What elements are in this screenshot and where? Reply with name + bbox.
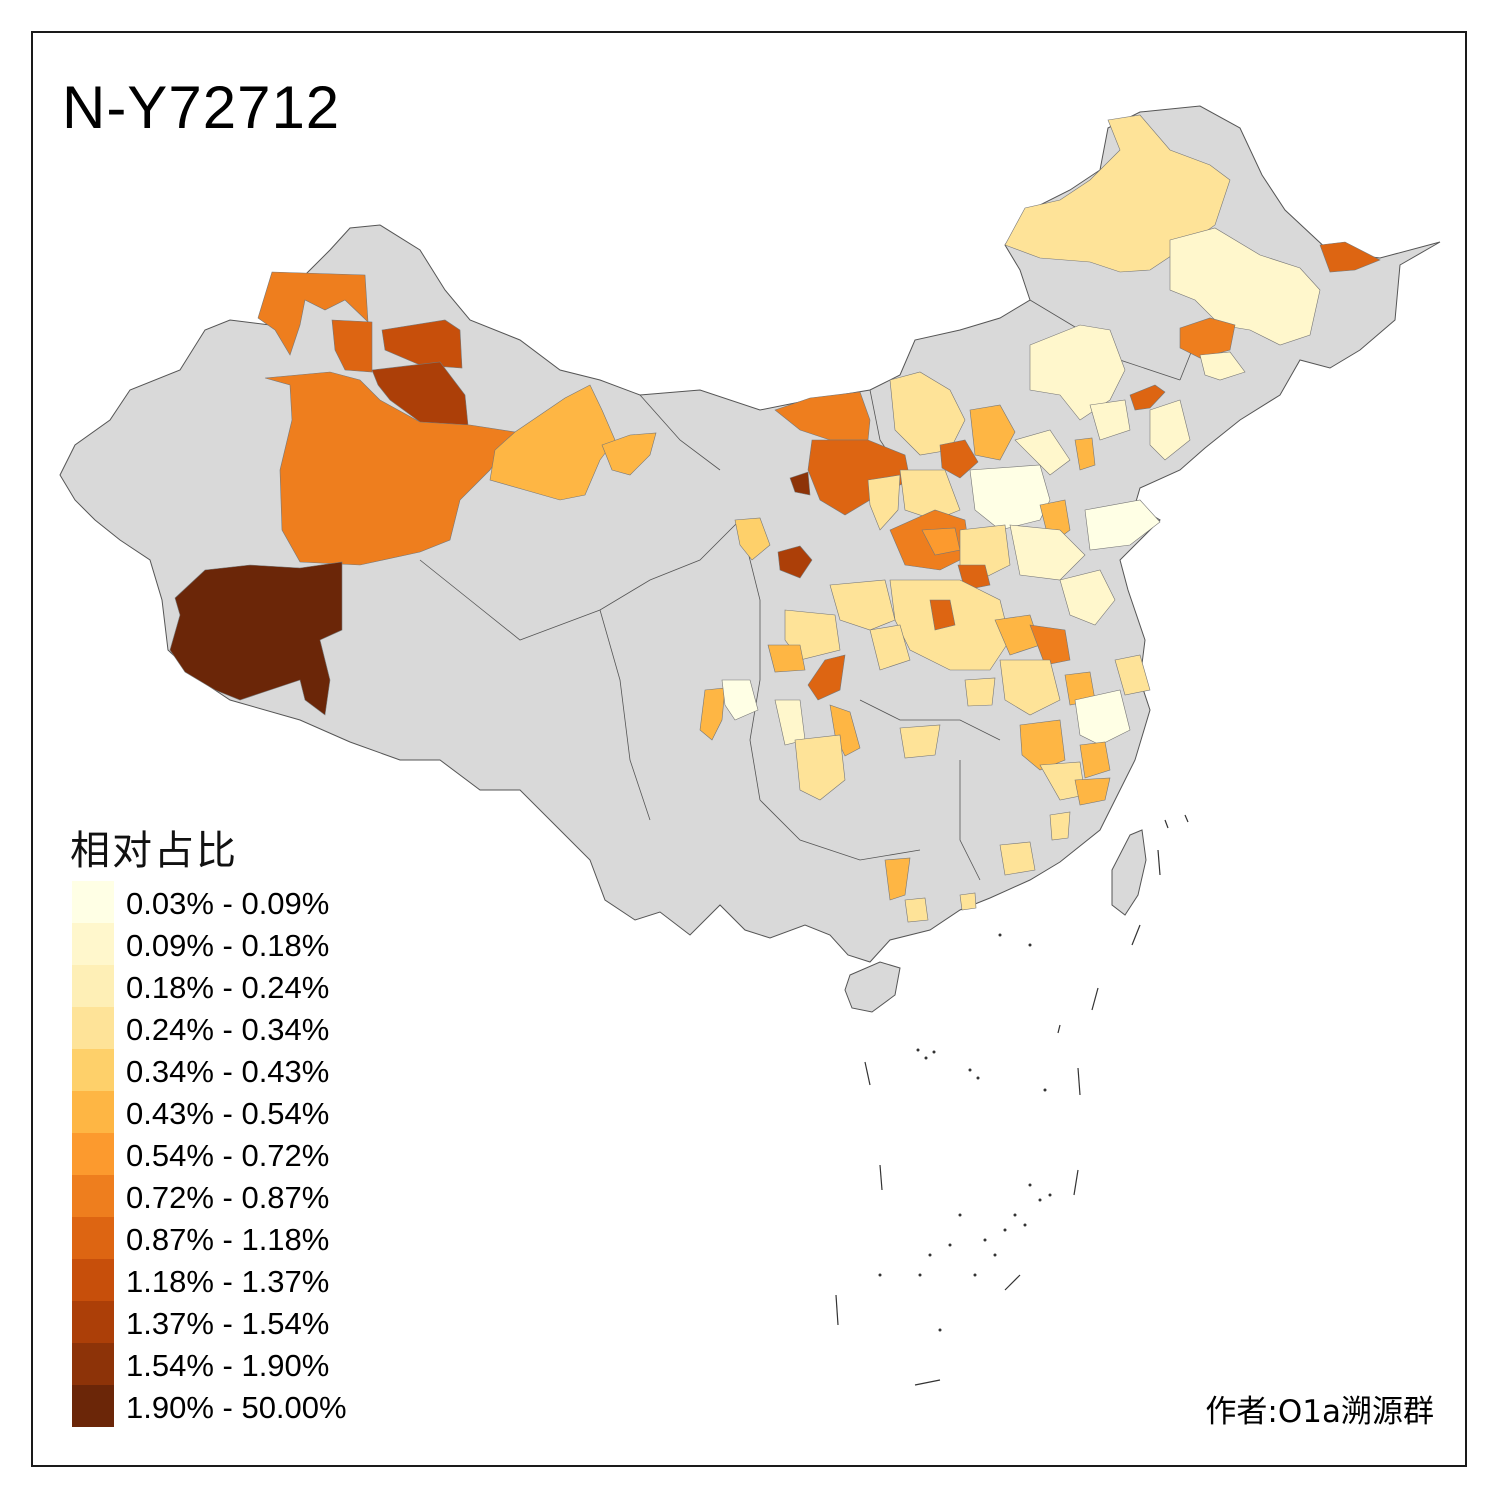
region [331,319,373,373]
region [734,517,771,561]
legend-label: 0.34% - 0.43% [126,1054,330,1089]
colored-regions [169,114,1381,923]
region [1059,569,1116,626]
region [1004,114,1231,273]
region [774,391,871,441]
legend-label: 0.09% - 0.18% [126,928,330,963]
region [1114,654,1151,696]
hainan-island [844,961,901,1013]
region [829,579,896,631]
region [964,677,996,707]
region [777,545,813,579]
region [1049,811,1071,841]
legend-swatch [72,1049,114,1091]
region [929,599,956,631]
legend-swatch [72,1301,114,1343]
region [869,624,911,671]
legend-title: 相对占比 [70,828,238,874]
region [264,371,516,566]
legend-swatch [72,1217,114,1259]
region [1074,777,1111,806]
region [1089,399,1131,441]
taiwan-island [1111,829,1147,916]
map-frame [31,31,1467,1467]
legend-label: 0.87% - 1.18% [126,1222,330,1257]
region [1179,317,1236,359]
region [807,654,846,701]
region [999,841,1036,876]
region [884,857,911,901]
island-dots [878,933,1052,1332]
region [889,371,966,456]
region [1029,324,1126,421]
legend-swatch [72,881,114,923]
legend-swatch [72,1007,114,1049]
region [969,404,1016,461]
region [1009,524,1086,581]
region [789,471,811,496]
region [939,439,979,479]
legend-label: 0.18% - 0.24% [126,970,330,1005]
region [999,659,1061,716]
legend-label: 0.03% - 0.09% [126,886,330,921]
region [794,734,846,801]
legend-label: 0.54% - 0.72% [126,1138,330,1173]
region [1074,689,1131,746]
legend-swatch [72,965,114,1007]
region [1084,499,1161,551]
region [1319,241,1381,273]
legend-label: 1.54% - 1.90% [126,1348,330,1383]
region [169,561,343,716]
map-title: N-Y72712 [62,74,341,141]
legend-label: 0.43% - 0.54% [126,1096,330,1131]
region [767,644,806,673]
legend-swatch [72,1133,114,1175]
region [699,687,726,741]
region [1014,429,1071,476]
region [829,704,861,757]
region [721,679,759,721]
region [1029,624,1071,666]
region [959,892,977,911]
region [1129,384,1166,411]
region [1079,741,1111,779]
legend-label: 0.72% - 0.87% [126,1180,330,1215]
legend-swatch [72,1343,114,1385]
region [1199,351,1246,381]
legend-label: 1.18% - 1.37% [126,1264,330,1299]
region [601,432,657,476]
legend-swatch [72,923,114,965]
region [381,319,463,369]
region [1149,399,1191,461]
legend-label: 1.90% - 50.00% [126,1390,347,1425]
region [1074,437,1096,471]
region [867,474,901,531]
legend-swatch [72,1175,114,1217]
legend-label: 0.24% - 0.34% [126,1012,330,1047]
south-china-sea-islands [835,814,1189,1386]
legend-swatch [72,1091,114,1133]
region [899,724,941,759]
legend-swatch [72,1385,114,1427]
legend-swatch [72,1259,114,1301]
legend-label: 1.37% - 1.54% [126,1306,330,1341]
author-credit: 作者:O1a溯源群 [1205,1394,1434,1430]
region [489,384,616,501]
region [1169,227,1321,346]
region [257,271,369,356]
region [904,897,929,923]
